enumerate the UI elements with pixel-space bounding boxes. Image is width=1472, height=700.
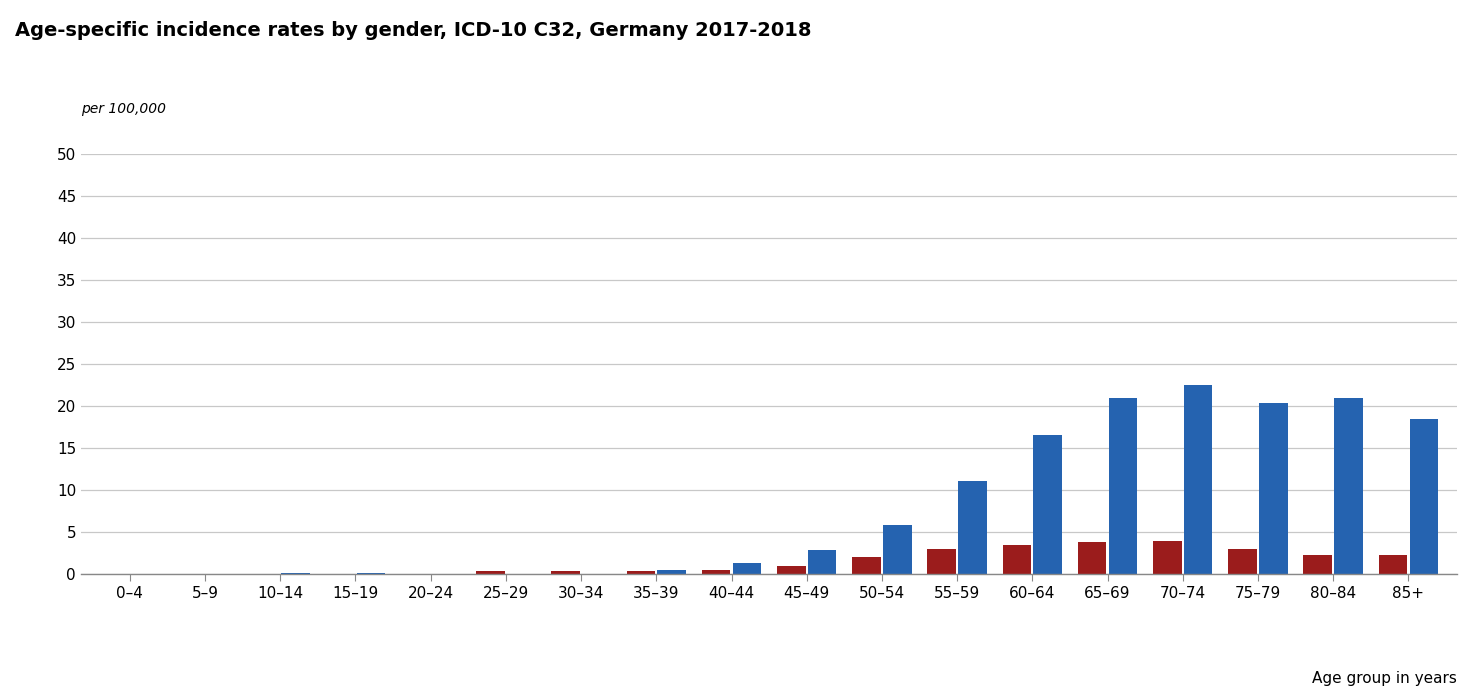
Bar (1078, 542, 1107, 574)
Bar (627, 571, 655, 574)
Bar (1259, 403, 1288, 574)
Bar (1153, 541, 1182, 574)
Bar (927, 549, 955, 574)
Bar (1304, 554, 1332, 574)
Bar (733, 563, 761, 574)
Text: Age-specific incidence rates by gender, ICD-10 C32, Germany 2017-2018: Age-specific incidence rates by gender, … (15, 21, 811, 40)
Bar (1033, 435, 1063, 574)
Bar (1379, 554, 1407, 574)
Bar (808, 550, 836, 574)
Bar (356, 573, 386, 574)
Text: per 100,000: per 100,000 (81, 102, 166, 116)
Bar (1334, 398, 1363, 574)
Bar (702, 570, 730, 574)
Bar (1002, 545, 1032, 574)
Bar (552, 571, 580, 574)
Bar (852, 557, 880, 574)
Bar (777, 566, 805, 574)
Bar (1410, 419, 1438, 574)
Bar (1108, 398, 1138, 574)
Bar (883, 525, 911, 574)
Bar (958, 481, 986, 574)
Bar (1183, 385, 1213, 574)
Bar (475, 571, 505, 574)
Bar (1228, 549, 1257, 574)
Bar (281, 573, 311, 574)
Text: Age group in years: Age group in years (1313, 671, 1457, 686)
Bar (658, 570, 686, 574)
